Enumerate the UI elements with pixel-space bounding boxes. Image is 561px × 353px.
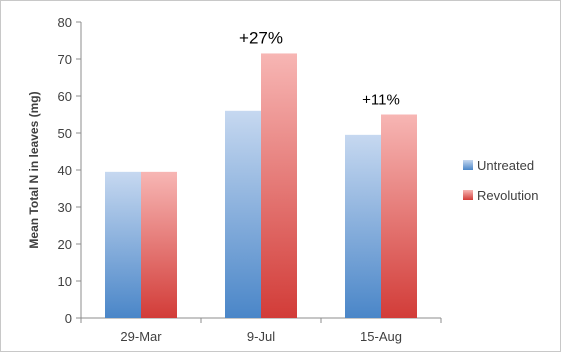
- y-tick-label: 40: [58, 163, 72, 178]
- x-tick-label: 9-Jul: [247, 329, 275, 344]
- legend-label-untreated: Untreated: [477, 158, 534, 173]
- bar-untreated-9-jul: [225, 110, 261, 318]
- y-axis-label: Mean Total N in leaves (mg): [27, 91, 41, 248]
- bar-revolution-29-mar: [141, 171, 177, 318]
- y-tick-label: 50: [58, 126, 72, 141]
- axes: 0 10 20 30 40 50 60 70 80 29-Mar 9-Jul 15-Aug: [58, 15, 442, 344]
- annotation-label: +11%: [362, 92, 400, 109]
- legend: Untreated Revolution: [463, 158, 538, 203]
- bars: [105, 53, 417, 318]
- y-tick-label: 20: [58, 237, 72, 252]
- x-tick-label: 15-Aug: [360, 329, 402, 344]
- y-tick-label: 0: [65, 311, 72, 326]
- y-tick-label: 70: [58, 52, 72, 67]
- legend-label-revolution: Revolution: [477, 188, 538, 203]
- y-tick-label: 60: [58, 89, 72, 104]
- y-tick-label: 80: [58, 15, 72, 30]
- y-tick-label: 10: [58, 274, 72, 289]
- bar-untreated-15-aug: [345, 134, 381, 318]
- annotations: +27% +11%: [239, 28, 400, 108]
- bar-revolution-9-jul: [261, 53, 297, 318]
- bar-revolution-15-aug: [381, 114, 417, 318]
- legend-swatch-untreated: [463, 160, 473, 170]
- legend-swatch-revolution: [463, 190, 473, 200]
- x-tick-label: 29-Mar: [120, 329, 162, 344]
- y-tick-label: 30: [58, 200, 72, 215]
- bar-untreated-29-mar: [105, 171, 141, 318]
- annotation-label: +27%: [239, 28, 283, 47]
